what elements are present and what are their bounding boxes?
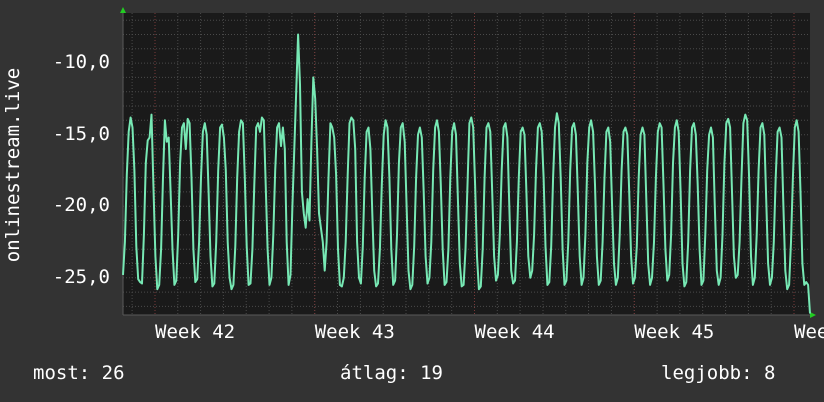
footer-average: átlag: 19: [340, 362, 443, 384]
y-tick-label: -25,0: [52, 265, 110, 288]
series-line: [122, 33, 811, 314]
footer-best: legjobb: 8: [661, 362, 776, 384]
y-tick-label: -10,0: [52, 51, 110, 74]
y-axis-label: onlinestream.live: [0, 0, 26, 402]
x-tick-label: Week 42: [155, 321, 235, 343]
y-axis-arrow: [120, 7, 126, 13]
x-tick-labels: Week 42 Week 43 Week 44 Week 45 Week 4: [155, 321, 824, 343]
y-axis-title: onlinestream.live: [2, 67, 24, 263]
y-tick-label: -20,0: [52, 194, 110, 217]
x-tick-label: Week 4: [794, 321, 824, 343]
footer-now: most: 26: [33, 362, 125, 384]
x-axis-arrow: [810, 312, 816, 318]
x-tick-label: Week 44: [475, 321, 555, 343]
y-tick-label: -15,0: [52, 122, 110, 145]
x-tick-label: Week 43: [315, 321, 395, 343]
x-tick-label: Week 45: [634, 321, 714, 343]
series-layer: [122, 33, 811, 314]
